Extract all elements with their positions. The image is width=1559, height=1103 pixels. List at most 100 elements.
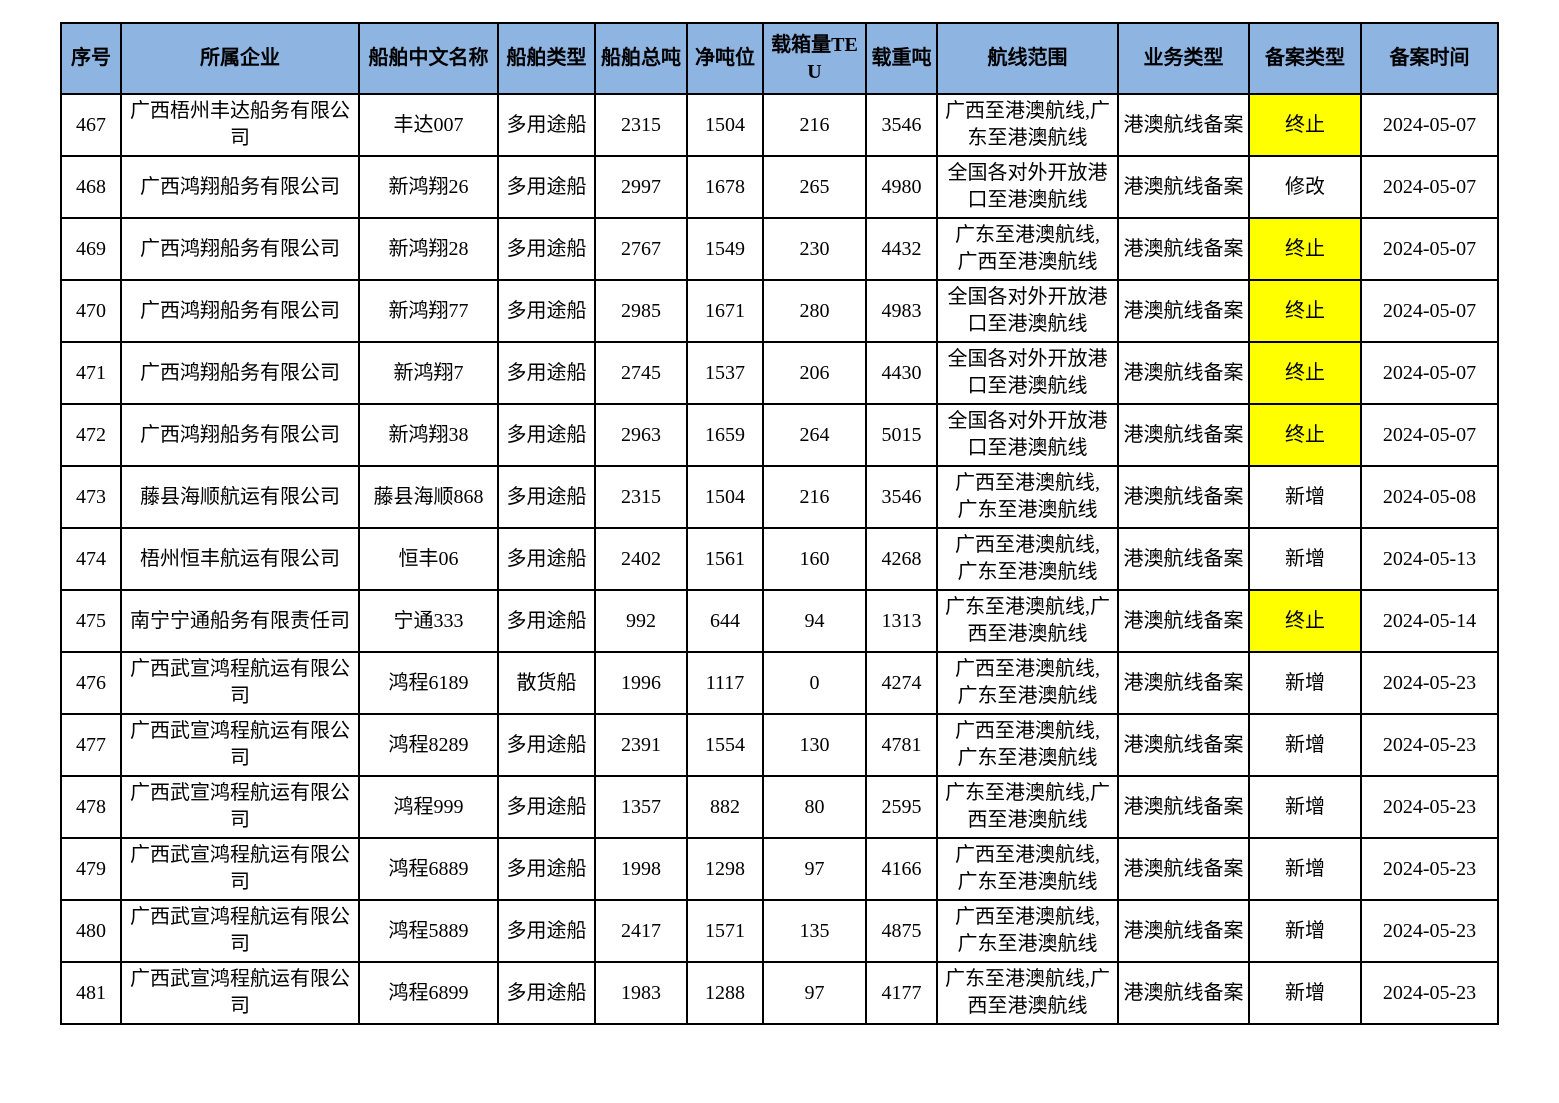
column-header-filing_type: 备案类型 bbox=[1248, 22, 1362, 95]
table-body: 467 广西梧州丰达船务有限公司 丰达007 多用途船 2315 1504 216 3546 广… bbox=[60, 93, 1499, 1025]
cell-company: 广西武宣鸿程航运有限公司 bbox=[120, 837, 360, 901]
cell-seq: 473 bbox=[60, 465, 122, 529]
cell-company: 广西鸿翔船务有限公司 bbox=[120, 155, 360, 219]
cell-ship_type: 多用途船 bbox=[497, 713, 596, 777]
cell-filing_date: 2024-05-23 bbox=[1360, 775, 1499, 839]
cell-ship_name: 藤县海顺868 bbox=[358, 465, 499, 529]
cell-net_tonnage: 644 bbox=[686, 589, 764, 653]
cell-gross_tonnage: 2767 bbox=[594, 217, 688, 281]
cell-filing_type: 修改 bbox=[1248, 155, 1362, 219]
cell-deadweight: 4781 bbox=[865, 713, 938, 777]
table-row: 475 南宁宁通船务有限责任司 宁通333 多用途船 992 644 94 1313 广东至港澳… bbox=[60, 589, 1499, 653]
cell-route: 广东至港澳航线, 广西至港澳航线 bbox=[936, 217, 1119, 281]
cell-route: 全国各对外开放港 口至港澳航线 bbox=[936, 279, 1119, 343]
cell-ship_name: 鸿程6889 bbox=[358, 837, 499, 901]
cell-route: 全国各对外开放港 口至港澳航线 bbox=[936, 403, 1119, 467]
cell-deadweight: 4268 bbox=[865, 527, 938, 591]
table-row: 476 广西武宣鸿程航运有限公司 鸿程6189 散货船 1996 1117 0 4274 广西至… bbox=[60, 651, 1499, 715]
cell-deadweight: 3546 bbox=[865, 465, 938, 529]
cell-net_tonnage: 1678 bbox=[686, 155, 764, 219]
cell-company: 广西武宣鸿程航运有限公司 bbox=[120, 899, 360, 963]
cell-company: 广西鸿翔船务有限公司 bbox=[120, 217, 360, 281]
cell-ship_type: 多用途船 bbox=[497, 217, 596, 281]
cell-filing_type: 终止 bbox=[1248, 403, 1362, 467]
cell-filing_type: 终止 bbox=[1248, 217, 1362, 281]
cell-gross_tonnage: 2985 bbox=[594, 279, 688, 343]
cell-business_type: 港澳航线备案 bbox=[1117, 341, 1250, 405]
table-row: 477 广西武宣鸿程航运有限公司 鸿程8289 多用途船 2391 1554 130 4781… bbox=[60, 713, 1499, 777]
column-header-seq: 序号 bbox=[60, 22, 122, 95]
table-row: 467 广西梧州丰达船务有限公司 丰达007 多用途船 2315 1504 216 3546 广… bbox=[60, 93, 1499, 157]
cell-ship_name: 新鸿翔77 bbox=[358, 279, 499, 343]
table-row: 474 梧州恒丰航运有限公司 恒丰06 多用途船 2402 1561 160 4268 广西至港… bbox=[60, 527, 1499, 591]
cell-ship_name: 新鸿翔28 bbox=[358, 217, 499, 281]
cell-gross_tonnage: 2963 bbox=[594, 403, 688, 467]
cell-filing_type: 终止 bbox=[1248, 589, 1362, 653]
table-row: 472 广西鸿翔船务有限公司 新鸿翔38 多用途船 2963 1659 264 5015 全国各… bbox=[60, 403, 1499, 467]
cell-net_tonnage: 1288 bbox=[686, 961, 764, 1025]
cell-gross_tonnage: 2402 bbox=[594, 527, 688, 591]
cell-ship_type: 多用途船 bbox=[497, 403, 596, 467]
cell-filing_date: 2024-05-07 bbox=[1360, 279, 1499, 343]
cell-teu: 97 bbox=[762, 837, 867, 901]
cell-route: 广西至港澳航线, 广东至港澳航线 bbox=[936, 465, 1119, 529]
cell-filing_type: 新增 bbox=[1248, 837, 1362, 901]
cell-seq: 476 bbox=[60, 651, 122, 715]
table-row: 471 广西鸿翔船务有限公司 新鸿翔7 多用途船 2745 1537 206 4430 全国各对… bbox=[60, 341, 1499, 405]
table-row: 478 广西武宣鸿程航运有限公司 鸿程999 多用途船 1357 882 80 2595 广东至… bbox=[60, 775, 1499, 839]
cell-teu: 230 bbox=[762, 217, 867, 281]
cell-filing_type: 终止 bbox=[1248, 93, 1362, 157]
cell-company: 广西鸿翔船务有限公司 bbox=[120, 403, 360, 467]
cell-teu: 0 bbox=[762, 651, 867, 715]
cell-filing_date: 2024-05-23 bbox=[1360, 899, 1499, 963]
cell-net_tonnage: 1537 bbox=[686, 341, 764, 405]
cell-ship_name: 丰达007 bbox=[358, 93, 499, 157]
cell-deadweight: 4166 bbox=[865, 837, 938, 901]
cell-seq: 469 bbox=[60, 217, 122, 281]
cell-route: 全国各对外开放港 口至港澳航线 bbox=[936, 155, 1119, 219]
cell-ship_name: 恒丰06 bbox=[358, 527, 499, 591]
cell-filing_date: 2024-05-23 bbox=[1360, 961, 1499, 1025]
column-header-company: 所属企业 bbox=[120, 22, 360, 95]
cell-ship_name: 鸿程8289 bbox=[358, 713, 499, 777]
cell-deadweight: 4875 bbox=[865, 899, 938, 963]
cell-teu: 206 bbox=[762, 341, 867, 405]
cell-net_tonnage: 1571 bbox=[686, 899, 764, 963]
cell-filing_date: 2024-05-07 bbox=[1360, 217, 1499, 281]
cell-business_type: 港澳航线备案 bbox=[1117, 465, 1250, 529]
cell-filing_type: 新增 bbox=[1248, 527, 1362, 591]
cell-company: 广西鸿翔船务有限公司 bbox=[120, 341, 360, 405]
table-row: 479 广西武宣鸿程航运有限公司 鸿程6889 多用途船 1998 1298 97 4166 广… bbox=[60, 837, 1499, 901]
column-header-deadweight: 载重吨 bbox=[865, 22, 938, 95]
table-row: 468 广西鸿翔船务有限公司 新鸿翔26 多用途船 2997 1678 265 4980 全国各… bbox=[60, 155, 1499, 219]
cell-route: 广东至港澳航线,广 西至港澳航线 bbox=[936, 775, 1119, 839]
cell-ship_name: 新鸿翔38 bbox=[358, 403, 499, 467]
cell-business_type: 港澳航线备案 bbox=[1117, 403, 1250, 467]
cell-net_tonnage: 882 bbox=[686, 775, 764, 839]
cell-ship_name: 新鸿翔7 bbox=[358, 341, 499, 405]
column-header-ship_name: 船舶中文名称 bbox=[358, 22, 499, 95]
cell-teu: 264 bbox=[762, 403, 867, 467]
column-header-gross_tonnage: 船舶总吨 bbox=[594, 22, 688, 95]
cell-ship_type: 多用途船 bbox=[497, 465, 596, 529]
cell-business_type: 港澳航线备案 bbox=[1117, 713, 1250, 777]
cell-route: 广东至港澳航线,广 西至港澳航线 bbox=[936, 589, 1119, 653]
cell-teu: 265 bbox=[762, 155, 867, 219]
cell-gross_tonnage: 2315 bbox=[594, 465, 688, 529]
cell-ship_name: 鸿程6189 bbox=[358, 651, 499, 715]
cell-company: 南宁宁通船务有限责任司 bbox=[120, 589, 360, 653]
column-header-business_type: 业务类型 bbox=[1117, 22, 1250, 95]
cell-ship_type: 多用途船 bbox=[497, 93, 596, 157]
cell-gross_tonnage: 2315 bbox=[594, 93, 688, 157]
cell-net_tonnage: 1117 bbox=[686, 651, 764, 715]
cell-filing_date: 2024-05-14 bbox=[1360, 589, 1499, 653]
cell-seq: 481 bbox=[60, 961, 122, 1025]
cell-teu: 216 bbox=[762, 93, 867, 157]
cell-deadweight: 4430 bbox=[865, 341, 938, 405]
cell-route: 广西至港澳航线, 广东至港澳航线 bbox=[936, 837, 1119, 901]
column-header-ship_type: 船舶类型 bbox=[497, 22, 596, 95]
cell-gross_tonnage: 1983 bbox=[594, 961, 688, 1025]
cell-ship_name: 鸿程999 bbox=[358, 775, 499, 839]
cell-business_type: 港澳航线备案 bbox=[1117, 775, 1250, 839]
cell-filing_date: 2024-05-23 bbox=[1360, 837, 1499, 901]
